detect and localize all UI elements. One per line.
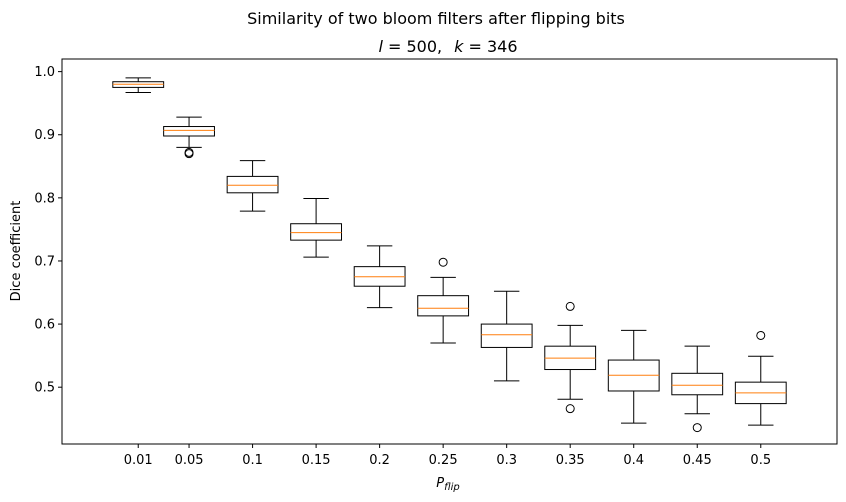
chart-title: l = 500, k = 346 [378, 37, 517, 56]
x-tick-label: 0.01 [124, 453, 153, 468]
title-k-symbol: k [454, 37, 464, 56]
iqr-box [290, 223, 343, 241]
outlier-point [565, 301, 575, 311]
outlier-point [184, 147, 194, 157]
chart-suptitle: Similarity of two bloom filters after fl… [247, 9, 625, 28]
box-0.05 [163, 116, 215, 159]
outlier-point [565, 404, 575, 414]
x-tick-label: 0.25 [429, 453, 458, 468]
iqr-box [671, 372, 724, 396]
box-0.2 [353, 245, 406, 309]
y-tick-label: 0.9 [34, 128, 55, 143]
x-tick-label: 0.2 [369, 453, 390, 468]
outlier-point [438, 257, 448, 267]
x-tick-label: 0.4 [623, 453, 644, 468]
x-tick-label: 0.1 [242, 453, 263, 468]
x-tick-label: 0.45 [683, 453, 712, 468]
box-0.4 [607, 329, 660, 424]
x-axis-label-main: P [436, 476, 444, 491]
iqr-box [417, 295, 470, 317]
plot-area-frame [61, 58, 838, 445]
box-0.1 [226, 160, 279, 212]
x-tick-label: 0.35 [556, 453, 585, 468]
y-tick-label: 1.0 [34, 65, 55, 80]
outlier-point [692, 423, 702, 433]
title-k-value: = 346 [463, 37, 517, 56]
x-tick-label: 0.5 [750, 453, 771, 468]
y-tick-label: 0.5 [34, 381, 55, 396]
iqr-box [226, 175, 279, 194]
box-0.15 [290, 197, 343, 258]
box-0.45 [671, 345, 724, 433]
x-axis-label-sub: flip [444, 482, 460, 493]
y-axis-label: Dice coefficient [9, 201, 24, 302]
x-tick-label: 0.15 [302, 453, 331, 468]
title-l-symbol: l [378, 37, 383, 56]
y-tick-label: 0.6 [34, 318, 55, 333]
x-tick-label: 0.05 [175, 453, 204, 468]
box-0.35 [544, 301, 597, 414]
iqr-box [480, 323, 533, 348]
y-tick-label: 0.7 [34, 254, 55, 269]
outlier-point [756, 330, 766, 340]
box-0.01 [112, 77, 165, 93]
ticks-layer: 0.5 0.6 0.7 0.8 0.9 1.0 0.01 0.05 0.1 0.15 0.2 0.25… [34, 65, 771, 468]
box-0.3 [480, 290, 533, 382]
y-tick-label: 0.8 [34, 191, 55, 206]
iqr-box [163, 126, 215, 137]
x-axis-label: Pflip [436, 476, 459, 493]
box-0.5 [734, 330, 787, 426]
box-0.25 [417, 257, 470, 344]
title-l-value: = 500, [383, 37, 442, 56]
x-tick-label: 0.3 [496, 453, 517, 468]
boxes-layer [112, 77, 787, 433]
